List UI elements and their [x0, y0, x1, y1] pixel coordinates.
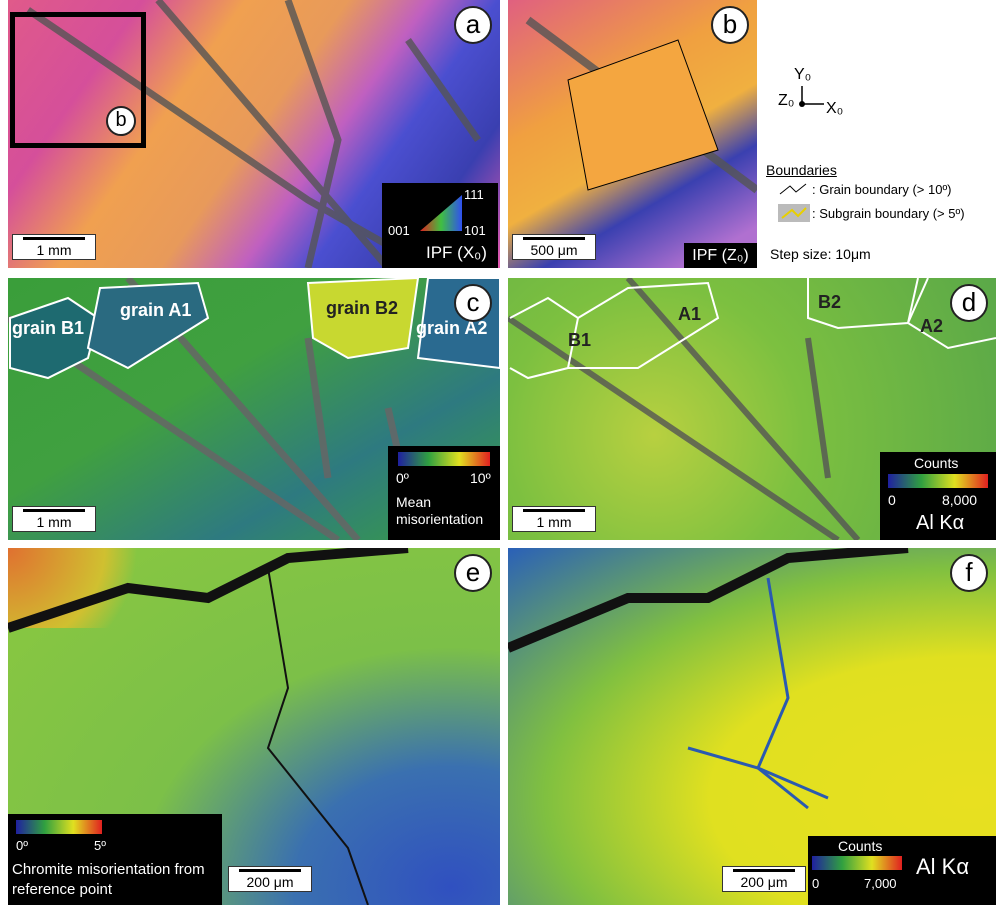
scale-label: 200 μm [247, 874, 294, 890]
scale-label: 1 mm [537, 514, 572, 530]
ipf-left: 001 [388, 223, 410, 238]
legend-min: 0º [16, 838, 28, 853]
key-subgrain: : Subgrain boundary (> 5º) [812, 206, 965, 221]
colorbar [16, 820, 102, 834]
panel-b: b 500 μm IPF (Z₀) [508, 0, 757, 268]
legend-caption: Mean misorientation [396, 494, 496, 528]
panel-c: grain B1 grain A1 grain B2 grain A2 c 1 … [8, 278, 500, 540]
scale-label: 1 mm [37, 514, 72, 530]
legend-caption: Al Kα [916, 854, 969, 880]
scale-label: 1 mm [37, 242, 72, 258]
axis-glyph [798, 84, 828, 114]
figure: b a 1 mm 111 001 101 IPF (X₀) b 500 μm I… [0, 0, 997, 905]
grain-label: grain B2 [326, 298, 398, 319]
scale-bar: 200 μm [722, 866, 806, 892]
grain-label: B1 [568, 330, 591, 351]
scale-bar: 500 μm [512, 234, 596, 260]
scale-bar: 1 mm [512, 506, 596, 532]
legend-min: 0 [812, 876, 819, 891]
ipf-top: 111 [464, 187, 484, 202]
legend-min: 0 [888, 492, 896, 508]
scale-bar: 1 mm [12, 506, 96, 532]
scale-label: 200 μm [741, 874, 788, 890]
counts-legend: Counts 0 8,000 Al Kα [880, 452, 996, 540]
ipf-legend: 111 001 101 IPF (X₀) [382, 183, 498, 268]
colorbar [398, 452, 490, 466]
inset-letter: b [106, 106, 136, 136]
legend-caption: Chromite misorientation from reference p… [12, 860, 222, 900]
key-symbols [776, 180, 812, 224]
panel-letter: c [454, 284, 492, 322]
legend-max: 5º [94, 838, 106, 853]
colorbar [888, 474, 988, 488]
legend-max: 7,000 [864, 876, 897, 891]
scale-label: 500 μm [531, 242, 578, 258]
scale-bar: 1 mm [12, 234, 96, 260]
legend-max: 10º [470, 470, 491, 486]
panel-letter: a [454, 6, 492, 44]
axis-z: Z₀ [778, 92, 798, 110]
panel-letter: f [950, 554, 988, 592]
legend-caption: Al Kα [916, 512, 964, 535]
key-grain: : Grain boundary (> 10º) [812, 182, 952, 197]
grain-label: A2 [920, 316, 943, 337]
misorientation-legend: 0º 5º Chromite misorientation from refer… [8, 814, 222, 905]
panel-e: e 200 μm 0º 5º Chromite misorientation f… [8, 548, 500, 905]
ipf-right: 101 [464, 223, 486, 238]
panel-a: b a 1 mm 111 001 101 IPF (X₀) [8, 0, 500, 268]
grain-label: B2 [818, 292, 841, 313]
panel-letter: e [454, 554, 492, 592]
panel-letter: d [950, 284, 988, 322]
panel-d: B1 A1 B2 A2 d 1 mm Counts 0 8,000 Al Kα [508, 278, 996, 540]
scale-bar: 200 μm [228, 866, 312, 892]
key-step: Step size: 10μm [770, 246, 871, 262]
counts-legend: Counts 0 7,000 Al Kα [808, 836, 996, 905]
misorientation-legend: 0º 10º Mean misorientation [388, 446, 500, 540]
axis-x: X₀ [826, 100, 843, 118]
grain-label: A1 [678, 304, 701, 325]
axis-y: Y₀ [794, 66, 811, 84]
colorbar [812, 856, 902, 870]
ipf-caption: IPF (Z₀) [684, 243, 757, 268]
panel-letter: b [711, 6, 749, 44]
grain-label: grain B1 [12, 318, 84, 339]
panel-f: f 200 μm Counts 0 7,000 Al Kα [508, 548, 996, 905]
legend-title: Counts [914, 455, 958, 471]
ipf-caption: IPF (X₀) [426, 243, 487, 263]
key-title: Boundaries [766, 162, 837, 178]
grain-label: grain A1 [120, 300, 191, 321]
legend-max: 8,000 [942, 492, 977, 508]
legend-title: Counts [838, 838, 882, 854]
legend-min: 0º [396, 470, 409, 486]
